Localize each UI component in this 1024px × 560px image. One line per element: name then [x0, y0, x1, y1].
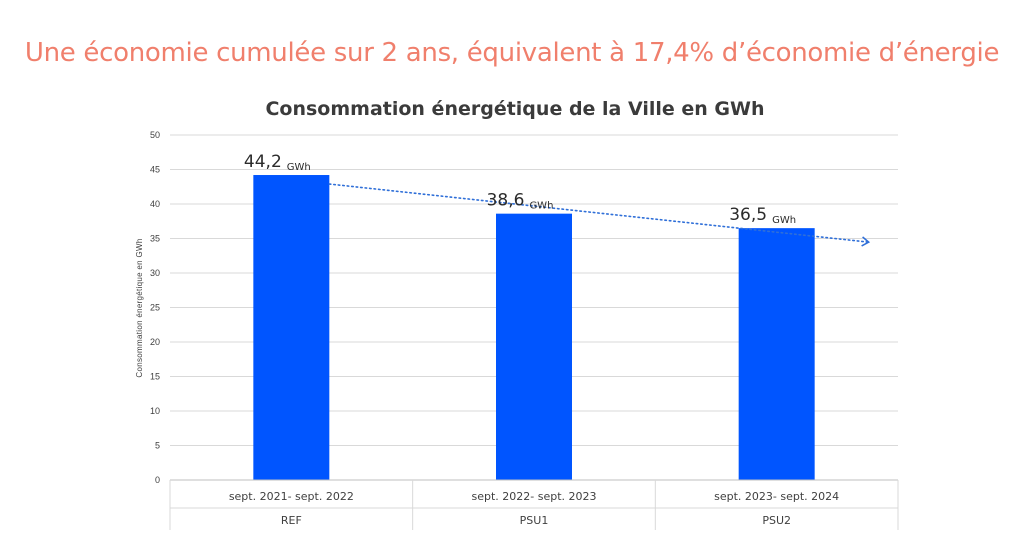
trendline-arrow — [861, 236, 871, 247]
headline: Une économie cumulée sur 2 ans, équivale… — [24, 38, 1000, 68]
y-tick-label: 25 — [150, 303, 160, 313]
y-tick-label: 10 — [150, 406, 160, 416]
data-label-value: 44,2 — [244, 152, 282, 172]
chart-title: Consommation énergétique de la Ville en … — [265, 98, 764, 120]
y-axis-label: Consommation énergétique en GWh — [135, 238, 144, 377]
y-tick-label: 30 — [150, 268, 160, 278]
data-label: 44,2 GWh — [244, 152, 311, 173]
y-axis: 0 5 10 15 20 25 30 35 40 45 50 — [150, 130, 160, 485]
y-tick-label: 40 — [150, 199, 160, 209]
x-category-label: sept. 2021- sept. 2022 — [229, 490, 354, 503]
y-tick-label: 15 — [150, 372, 160, 382]
bar — [253, 175, 330, 480]
y-tick-label: 50 — [150, 130, 160, 140]
x-category-label: sept. 2023- sept. 2024 — [714, 490, 839, 503]
bars — [253, 175, 815, 480]
data-label-unit: GWh — [772, 215, 796, 226]
x-group-label: PSU2 — [762, 514, 791, 527]
data-labels: 44,2 GWh 38,6 GWh 36,5 GWh — [244, 152, 796, 226]
data-label-value: 38,6 — [487, 191, 525, 211]
data-label: 36,5 GWh — [729, 205, 796, 226]
x-group-label: REF — [281, 514, 302, 527]
x-axis: sept. 2021- sept. 2022 REF sept. 2022- sep… — [169, 479, 899, 530]
x-category-label: sept. 2022- sept. 2023 — [471, 490, 596, 503]
y-tick-label: 35 — [150, 234, 160, 244]
x-group-label: PSU1 — [520, 514, 549, 527]
data-label: 38,6 GWh — [487, 191, 554, 212]
y-tick-label: 0 — [155, 475, 160, 485]
y-tick-label: 5 — [155, 441, 160, 451]
trendline-path — [328, 183, 870, 243]
y-tick-label: 20 — [150, 337, 160, 347]
y-tick-label: 45 — [150, 165, 160, 175]
data-label-unit: GWh — [529, 201, 553, 212]
bar — [738, 228, 815, 480]
data-label-value: 36,5 — [729, 205, 767, 225]
bar — [496, 213, 572, 480]
trendline — [328, 183, 871, 247]
data-label-unit: GWh — [287, 162, 311, 173]
